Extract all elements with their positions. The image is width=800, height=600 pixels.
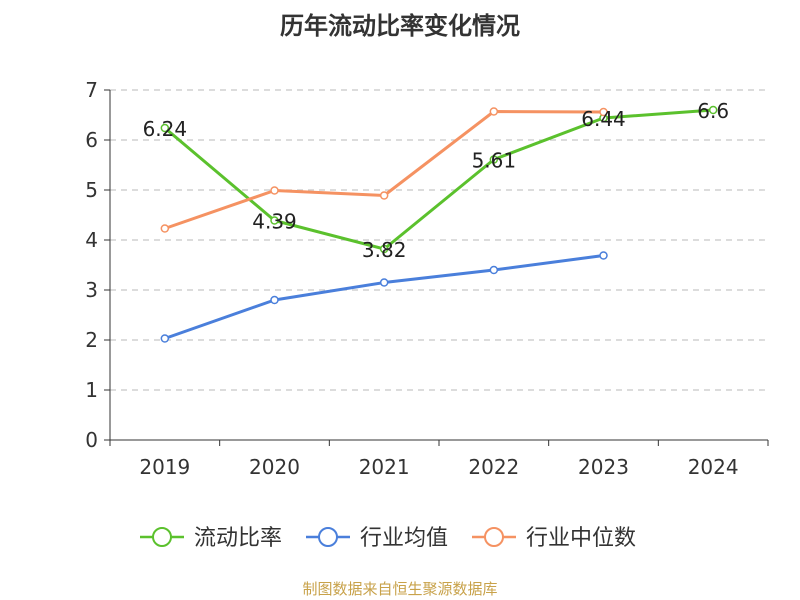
x-tick-label: 2024 bbox=[688, 455, 739, 479]
series-line bbox=[163, 108, 714, 251]
y-tick-label: 1 bbox=[85, 378, 98, 402]
y-tick-label: 4 bbox=[85, 228, 98, 252]
y-tick-label: 2 bbox=[85, 328, 98, 352]
x-tick-label: 2020 bbox=[249, 455, 300, 479]
data-point bbox=[270, 295, 279, 305]
y-tick-label: 3 bbox=[85, 278, 98, 302]
source-note: 制图数据来自恒生聚源数据库 bbox=[302, 580, 498, 598]
data-label: 6.24 bbox=[143, 117, 188, 141]
data-label: 3.82 bbox=[362, 238, 407, 262]
data-label: 6.44 bbox=[581, 107, 626, 131]
data-point bbox=[270, 186, 279, 195]
data-point bbox=[379, 191, 389, 200]
data-label: 6.6 bbox=[697, 99, 729, 123]
data-point bbox=[160, 224, 170, 233]
data-point bbox=[270, 216, 279, 225]
data-label: 5.61 bbox=[472, 149, 517, 173]
legend-marker bbox=[484, 527, 504, 547]
data-point bbox=[160, 123, 170, 133]
data-point bbox=[599, 107, 608, 117]
x-tick-label: 2019 bbox=[139, 455, 190, 479]
y-tick-label: 6 bbox=[85, 128, 98, 152]
series-line bbox=[164, 254, 604, 340]
y-tick-label: 7 bbox=[85, 78, 98, 102]
data-point bbox=[489, 155, 499, 164]
legend-label: 行业中位数 bbox=[526, 526, 636, 551]
chart-title: 历年流动比率变化情况 bbox=[280, 12, 520, 40]
data-point bbox=[160, 334, 170, 343]
legend-marker bbox=[318, 527, 338, 547]
data-point bbox=[489, 265, 499, 275]
data-point bbox=[489, 107, 499, 116]
legend-label: 流动比率 bbox=[194, 526, 282, 551]
y-tick-label: 0 bbox=[85, 428, 98, 452]
legend-marker bbox=[152, 527, 172, 547]
data-point bbox=[708, 105, 718, 115]
y-tick-label: 5 bbox=[85, 178, 98, 202]
data-label: 4.39 bbox=[252, 210, 297, 234]
data-point bbox=[379, 244, 389, 254]
x-tick-label: 2023 bbox=[578, 455, 629, 479]
data-point bbox=[379, 278, 389, 287]
legend-label: 行业均值 bbox=[360, 526, 448, 551]
series-line bbox=[164, 110, 604, 230]
data-point bbox=[599, 251, 608, 260]
x-tick-label: 2021 bbox=[359, 455, 410, 479]
x-tick-label: 2022 bbox=[468, 455, 519, 479]
